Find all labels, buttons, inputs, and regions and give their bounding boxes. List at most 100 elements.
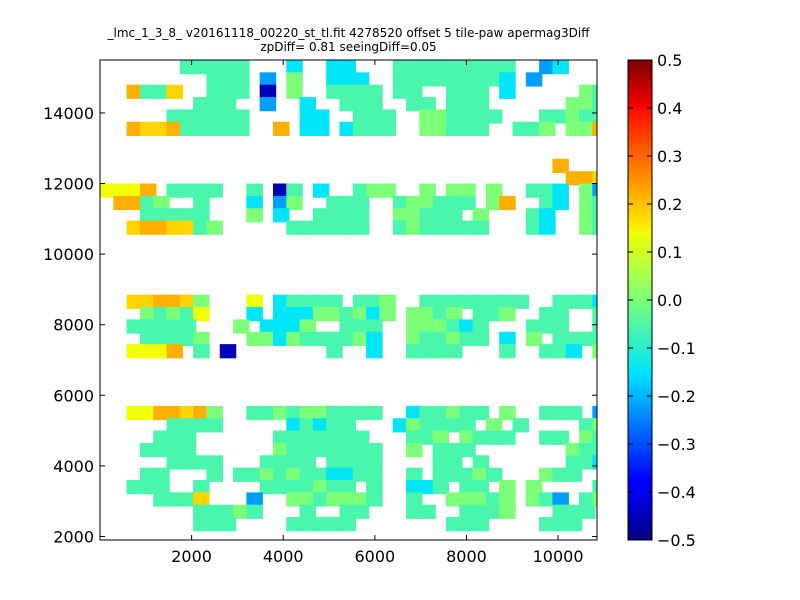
heatmap-cell	[579, 121, 596, 136]
heatmap-cell	[592, 492, 597, 507]
heatmap-cell	[193, 492, 210, 507]
heatmap-cell	[153, 84, 170, 99]
heatmap-cell	[246, 195, 263, 211]
heatmap-cell	[166, 492, 184, 507]
heatmap-cell	[193, 331, 210, 346]
heatmap-cell	[406, 331, 423, 346]
heatmap-cell	[472, 307, 490, 322]
heatmap-cell	[299, 331, 317, 346]
heatmap-cell	[193, 504, 210, 519]
heatmap-cell	[139, 307, 157, 322]
heatmap-cell	[219, 97, 237, 112]
heatmap-cell	[406, 220, 423, 235]
heatmap-cell	[432, 307, 450, 322]
heatmap-cell	[592, 405, 597, 421]
heatmap-cell	[153, 442, 170, 458]
heatmap-cell	[126, 344, 144, 359]
heatmap-cell	[579, 208, 596, 223]
heatmap-cell	[565, 97, 583, 112]
heatmap-cell	[472, 405, 490, 421]
heatmap-cell	[539, 183, 556, 198]
chart-title: _lmc_1_3_8_ v20161118_00220_st_tl.fit 42…	[100, 26, 597, 54]
heatmap-cell	[286, 294, 303, 309]
colorbar-tick-label: −0.4	[657, 483, 696, 502]
heatmap-cell	[352, 84, 370, 99]
heatmap-cell	[326, 60, 343, 75]
heatmap-cell	[539, 121, 556, 136]
heatmap-cell	[592, 97, 597, 112]
heatmap-cell	[432, 467, 450, 482]
y-axis: 2000 4000 6000 8000 10000 12000 14000	[43, 104, 597, 546]
heatmap-cell	[272, 442, 290, 458]
heatmap-cell	[459, 121, 476, 136]
heatmap-cell	[552, 158, 569, 174]
heatmap-cell	[272, 480, 290, 495]
heatmap-cell	[499, 430, 516, 445]
heatmap-cell	[459, 109, 476, 124]
heatmap-cell	[339, 517, 357, 532]
heatmap-cell	[179, 109, 197, 124]
heatmap-cell	[432, 480, 450, 495]
heatmap-cell	[499, 307, 516, 322]
heatmap-cell	[166, 331, 184, 346]
heatmap-cell	[139, 84, 157, 99]
heatmap-cell	[539, 344, 556, 359]
heatmap-cell	[592, 195, 597, 211]
heatmap-cell	[326, 492, 343, 507]
heatmap-cell	[193, 183, 210, 198]
heatmap-cell	[512, 121, 530, 136]
heatmap-cell	[286, 72, 303, 87]
heatmap-cell	[179, 331, 197, 346]
heatmap-cell	[153, 480, 170, 495]
heatmap-cell	[299, 480, 317, 495]
heatmap-cell	[312, 331, 330, 346]
heatmap-cell	[179, 418, 197, 433]
heatmap-cell	[406, 405, 423, 421]
heatmap-cell	[179, 294, 197, 309]
heatmap-cell	[592, 109, 597, 124]
heatmap-cell	[179, 121, 197, 136]
heatmap-cell	[352, 220, 370, 235]
heatmap-cell	[193, 418, 210, 433]
heatmap-cell	[219, 504, 237, 519]
heatmap-cell	[286, 430, 303, 445]
heatmap-cell	[272, 208, 290, 223]
heatmap-cell	[445, 319, 463, 334]
y-tick-label: 12000	[43, 175, 94, 194]
heatmap-cell	[592, 220, 597, 235]
heatmap-cell	[139, 294, 157, 309]
heatmap-cell	[339, 319, 357, 334]
heatmap-cell	[366, 319, 383, 334]
heatmap-cell	[565, 344, 583, 359]
heatmap-cell	[432, 405, 450, 421]
heatmap-cell	[272, 455, 290, 470]
heatmap-cell	[406, 195, 423, 211]
heatmap-cell	[552, 319, 569, 334]
heatmap-cell	[565, 405, 583, 421]
heatmap-cell	[352, 183, 370, 198]
heatmap-cell	[352, 97, 370, 112]
heatmap-cell	[432, 442, 450, 458]
heatmap-cell	[326, 344, 343, 359]
heatmap-cell	[459, 195, 476, 211]
heatmap-cell	[286, 319, 303, 334]
heatmap-cell	[525, 220, 543, 235]
heatmap-cell	[525, 480, 543, 495]
heatmap-cell	[339, 84, 357, 99]
heatmap-cell	[299, 220, 317, 235]
heatmap-cell	[432, 455, 450, 470]
heatmap-cell	[419, 405, 436, 421]
colorbar-tick-label: 0.3	[657, 147, 682, 166]
heatmap-cell	[539, 517, 556, 532]
heatmap-cell	[139, 319, 157, 334]
heatmap-cell	[339, 331, 357, 346]
heatmap-cell	[406, 72, 423, 87]
colorbar-ticks: 0.5 0.4 0.3 0.2 0.1 0.0 −0.1 −0.2 −0.3 −0.4 −0.5	[628, 51, 696, 550]
heatmap-cell	[219, 517, 237, 532]
heatmap-cell	[352, 442, 370, 458]
heatmap-cell	[499, 405, 516, 421]
heatmap-cell	[299, 418, 317, 433]
heatmap-cell	[193, 220, 210, 235]
heatmap-cell	[299, 504, 317, 519]
heatmap-cell	[339, 72, 357, 87]
